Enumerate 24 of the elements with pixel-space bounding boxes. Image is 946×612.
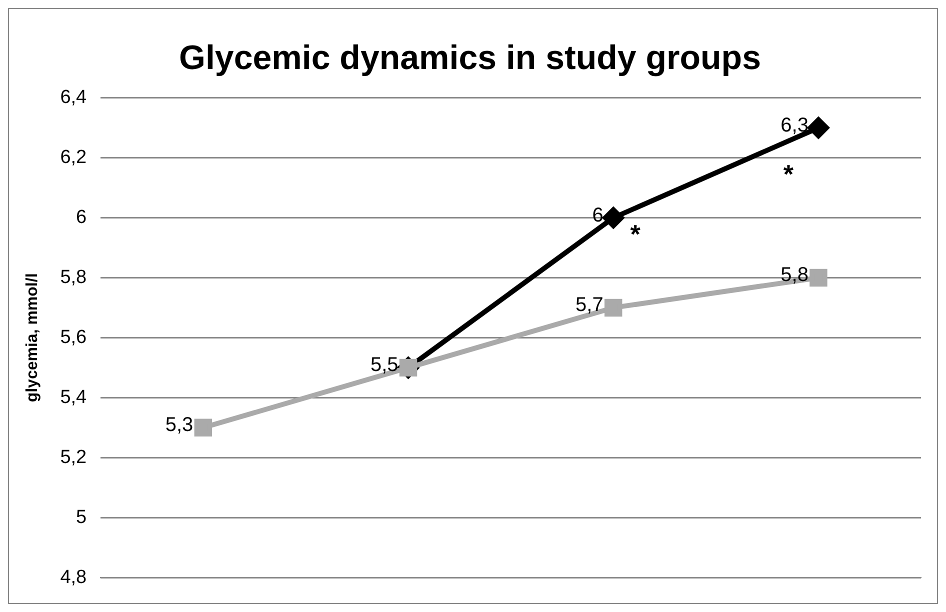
chart-title: Glycemic dynamics in study groups — [179, 38, 761, 77]
y-tick-label: 6,4 — [60, 87, 88, 108]
data-label: 5,7 — [576, 294, 604, 316]
y-tick-label: 6 — [76, 206, 87, 228]
y-tick-label: 6,2 — [60, 147, 87, 168]
y-tick-label: 5 — [76, 506, 87, 528]
y-tick-label: 5,8 — [60, 266, 87, 288]
point — [602, 207, 624, 228]
data-label: 6 — [592, 204, 604, 226]
data-label: 5,8 — [780, 264, 808, 286]
data-label: 6,3 — [780, 114, 808, 136]
point — [604, 298, 622, 317]
data-label: 5,3 — [165, 414, 194, 436]
annotation: * — [783, 158, 794, 189]
y-tick-label: 5,4 — [60, 386, 88, 408]
point — [808, 117, 829, 138]
y-tick-label: 4,8 — [60, 566, 87, 588]
y-tick-label: 5,6 — [60, 326, 87, 348]
y-axis-title: glycemia, mmol/l — [24, 273, 42, 402]
data-label: 5,5 — [370, 354, 398, 376]
y-tick-label: 5,2 — [60, 446, 87, 468]
annotation: * — [630, 218, 642, 249]
point — [810, 268, 828, 287]
point — [194, 418, 212, 437]
